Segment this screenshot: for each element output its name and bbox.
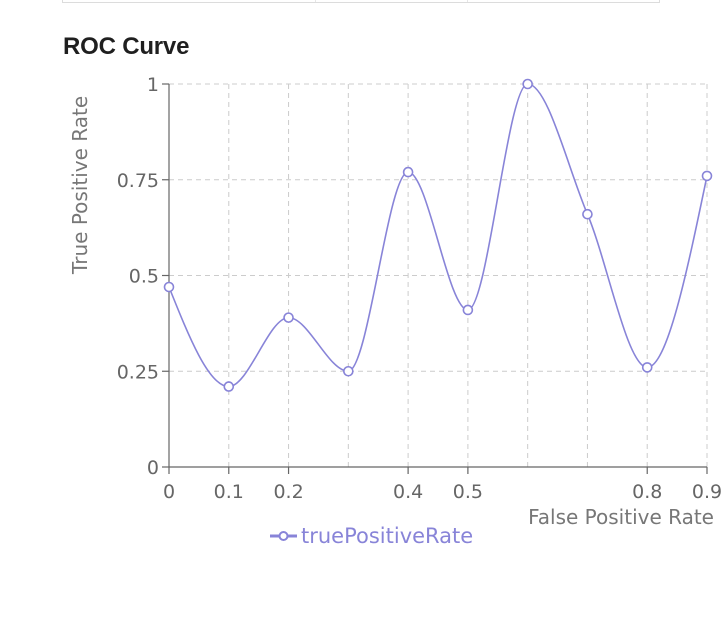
data-point[interactable]: [223, 381, 235, 392]
data-point[interactable]: [641, 362, 653, 373]
top-panel-divider: [315, 0, 316, 2]
legend-marker-icon: [278, 531, 289, 541]
chart-series: [163, 78, 713, 392]
x-tick-label: 0.5: [453, 481, 483, 503]
x-axis-title: False Positive Rate: [528, 505, 714, 529]
data-point[interactable]: [582, 208, 593, 220]
y-tick-label: 0.25: [117, 361, 159, 383]
data-point[interactable]: [462, 304, 474, 316]
x-tick-label: 0: [163, 481, 175, 503]
data-point[interactable]: [343, 365, 354, 377]
top-panel-divider: [467, 0, 468, 2]
data-point[interactable]: [163, 281, 175, 293]
x-tick-label: 0.2: [273, 481, 303, 503]
chart-axes: [168, 84, 707, 468]
y-tick-label: 0: [147, 457, 159, 479]
chart-grid: [169, 83, 708, 467]
y-tick-label: 0.5: [129, 266, 159, 288]
top-panel-frame: [62, 0, 660, 3]
y-axis-title: True Positive Rate: [68, 96, 92, 275]
x-tick-label: 0.9: [692, 481, 722, 503]
data-point[interactable]: [283, 312, 294, 323]
legend-label: truePositiveRate: [301, 524, 473, 548]
x-tick-label: 0.1: [214, 481, 244, 503]
y-axis-ticks: 0 0.25 0.5 0.75 1: [117, 74, 169, 479]
x-tick-label: 0.4: [393, 481, 423, 503]
y-tick-label: 0.75: [117, 170, 159, 192]
chart-title: ROC Curve: [63, 33, 190, 60]
series-line-trueP: [168, 83, 708, 388]
data-point[interactable]: [522, 78, 533, 90]
y-axis-title-clip: True Positive Rate: [68, 96, 92, 275]
y-tick-label: 1: [147, 74, 159, 96]
x-tick-label: 0.8: [632, 481, 662, 503]
x-axis-ticks: 0 0.1 0.2 0.4 0.5 0.8 0.9: [163, 467, 722, 503]
chart-legend[interactable]: truePositiveRate: [270, 524, 473, 548]
data-point[interactable]: [701, 170, 713, 182]
data-point[interactable]: [402, 166, 414, 178]
